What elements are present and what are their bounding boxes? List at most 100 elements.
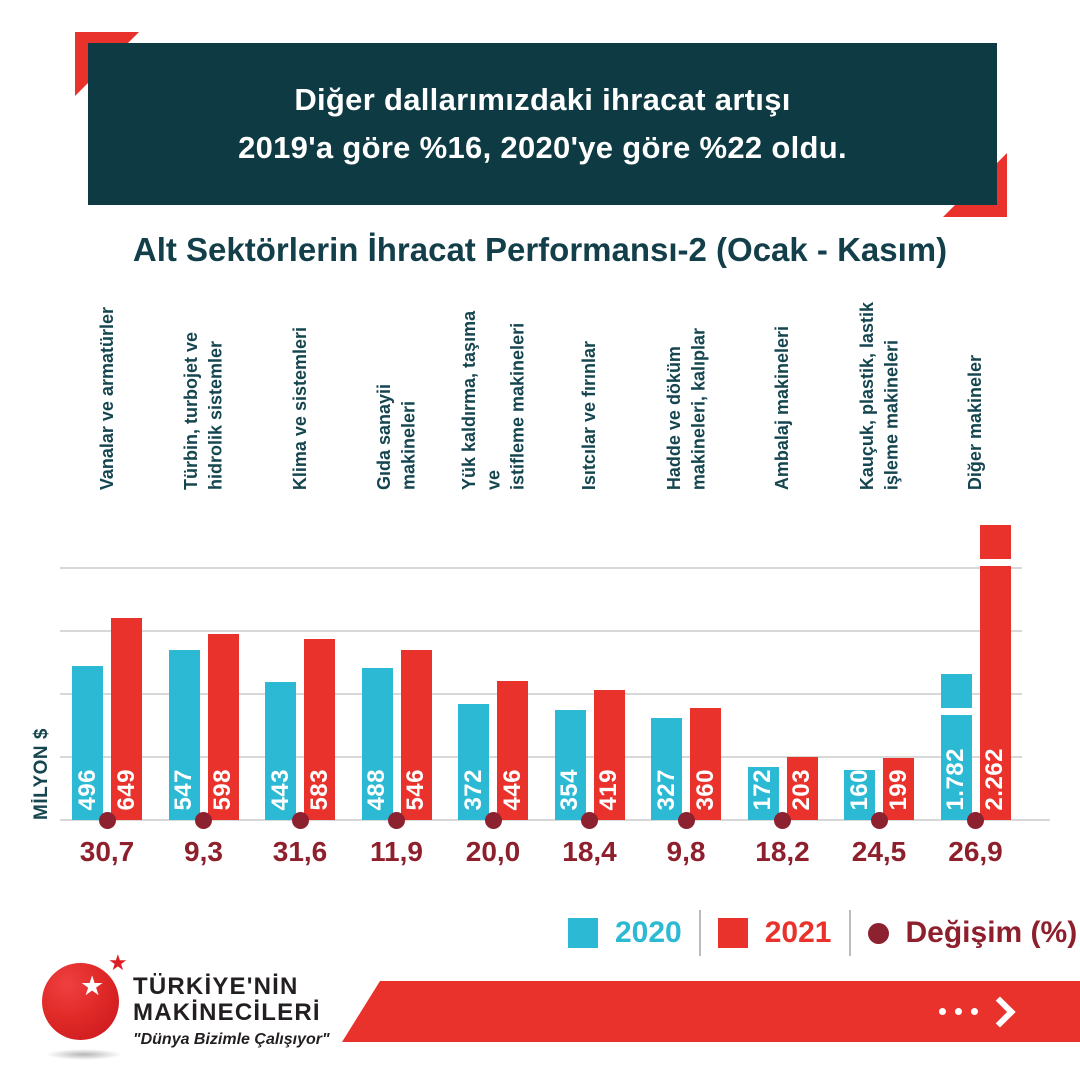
change-dot-marker	[98, 811, 116, 829]
bar-value-label: 446	[498, 769, 526, 811]
legend-label-change: Değişim (%)	[905, 916, 1078, 949]
bar-2021: 598	[207, 634, 239, 820]
logo-wordmark: TÜRKİYE'NİN MAKİNECİLERİ "Dünya Bizimle …	[133, 973, 330, 1049]
bar-2020: 496	[72, 666, 103, 820]
bar-2020: 160	[844, 769, 875, 820]
legend-swatch-2020	[568, 918, 598, 948]
logo-small-star-icon: ★	[108, 950, 128, 975]
bar-2021: 203	[786, 757, 818, 820]
bar-2021: 419	[593, 690, 625, 820]
legend-divider	[848, 910, 851, 956]
change-percent-label: 30,7	[79, 836, 135, 867]
change-dot-marker	[195, 811, 212, 829]
bar-value-label: 443	[266, 769, 294, 811]
bar-value-label: 488	[363, 769, 390, 811]
legend-label-2021: 2021	[764, 916, 832, 949]
change-dot-marker	[581, 811, 598, 829]
category-label: Türbin, turbojet ve hidrolik sistemler	[156, 290, 252, 490]
bar-2020: 172	[747, 767, 779, 820]
change-percent-label: 20,0	[465, 836, 521, 867]
category-label: Klima ve sistemleri	[252, 290, 348, 490]
change-dot-marker	[484, 811, 502, 829]
gridline	[60, 567, 1022, 569]
bar-2020: 443	[265, 682, 296, 820]
category-label: Yük kaldırma, taşıma ve istifleme makine…	[445, 290, 541, 490]
header-line-2: 2019'a göre %16, 2020'ye göre %22 oldu.	[238, 130, 847, 165]
bar-2020: 1.782	[940, 674, 972, 820]
category-label: Kauçuk, plastik, lastik işleme makineler…	[831, 290, 927, 490]
bar-value-label: 583	[305, 769, 333, 811]
category-label-text: Gıda sanayii makineleri	[374, 383, 419, 490]
change-percent-label: 24,5	[851, 836, 907, 867]
change-dot-marker	[291, 811, 309, 829]
bar-value-label: 2.262	[981, 748, 1008, 811]
change-dot-marker	[870, 811, 888, 829]
gridline	[60, 756, 1022, 758]
bar-value-label: 546	[402, 769, 429, 811]
category-label-text: Kauçuk, plastik, lastik işleme makineler…	[856, 301, 901, 490]
category-label-text: Türbin, turbojet ve hidrolik sistemler	[181, 331, 226, 490]
legend-change-dot-icon	[867, 922, 889, 944]
header-banner: Diğer dallarımızdaki ihracat artışı 2019…	[88, 43, 997, 205]
change-percent-label: 11,9	[370, 836, 423, 867]
ellipsis-dot-icon	[971, 1008, 978, 1015]
bar-2021: 583	[304, 639, 335, 820]
bar-value-label: 547	[170, 769, 197, 811]
category-label: Vanalar ve armatürler	[59, 290, 155, 490]
logo-line-1: TÜRKİYE'NİN	[133, 973, 299, 1000]
change-percent-label: 18,4	[562, 836, 617, 867]
bar-value-label: 598	[209, 769, 236, 811]
category-label-text: Vanalar ve armatürler	[96, 306, 117, 490]
category-label-text: Yük kaldırma, taşıma ve istifleme makine…	[458, 310, 528, 490]
bar-value-label: 327	[652, 769, 680, 811]
category-label: Diğer makineler	[928, 290, 1024, 490]
ellipsis-dot-icon	[939, 1008, 946, 1015]
bar-2020: 354	[554, 710, 586, 820]
bar-2021: 446	[497, 681, 528, 820]
bar-value-label: 496	[73, 769, 101, 811]
bar-value-label: 203	[788, 769, 815, 811]
change-dot-marker	[677, 811, 695, 829]
bar-2021: 649	[111, 618, 142, 820]
change-percent-label: 31,6	[272, 836, 328, 867]
bar-value-label: 160	[845, 769, 873, 811]
logo-tagline: "Dünya Bizimle Çalışıyor"	[133, 1030, 330, 1048]
bar-value-label: 1.782	[942, 748, 969, 811]
bar-2021: 546	[400, 650, 432, 820]
chart-title: Alt Sektörlerin İhracat Performansı-2 (O…	[132, 231, 948, 268]
gridline	[60, 693, 1022, 695]
bar-2020: 547	[168, 650, 200, 820]
change-dot-marker	[388, 811, 405, 829]
bar-value-label: 354	[556, 769, 583, 811]
bar-2020: 372	[458, 704, 489, 820]
category-label-text: Klima ve sistemleri	[289, 326, 310, 490]
bar-value-label: 199	[884, 769, 912, 811]
axis-break-mark	[940, 708, 972, 715]
legend-divider	[698, 910, 701, 956]
change-percent-label: 26,9	[948, 836, 1003, 867]
legend-swatch-2021	[717, 918, 748, 948]
bar-2021: 2.262	[979, 525, 1011, 820]
category-label-text: Ambalaj makineleri	[772, 325, 793, 490]
logo-line-2: MAKİNECİLERİ	[133, 999, 321, 1027]
bar-value-label: 649	[112, 769, 140, 811]
bar-2020: 327	[651, 718, 682, 820]
logo-shadow	[46, 1049, 122, 1060]
header-line-1: Diğer dallarımızdaki ihracat artışı	[294, 82, 791, 117]
change-dot-marker	[967, 811, 984, 829]
bottom-ribbon	[342, 981, 1080, 1042]
axis-break-mark	[979, 559, 1011, 566]
logo-circle	[42, 963, 119, 1040]
arrow-right-icon	[984, 995, 1016, 1028]
change-dot-marker	[774, 811, 791, 829]
legend-label-2020: 2020	[615, 916, 682, 949]
bar-value-label: 172	[749, 769, 776, 811]
category-label-text: Isıtcılar ve fırınlar	[579, 340, 600, 490]
chart-legend: 2020 2021 Değişim (%)	[568, 908, 1077, 958]
category-label: Ambalaj makineleri	[735, 290, 831, 490]
category-label: Isıtcılar ve fırınlar	[542, 290, 638, 490]
gridline	[60, 630, 1022, 632]
change-percent-label: 18,2	[755, 836, 810, 867]
y-axis-label: MİLYON $	[31, 728, 52, 820]
